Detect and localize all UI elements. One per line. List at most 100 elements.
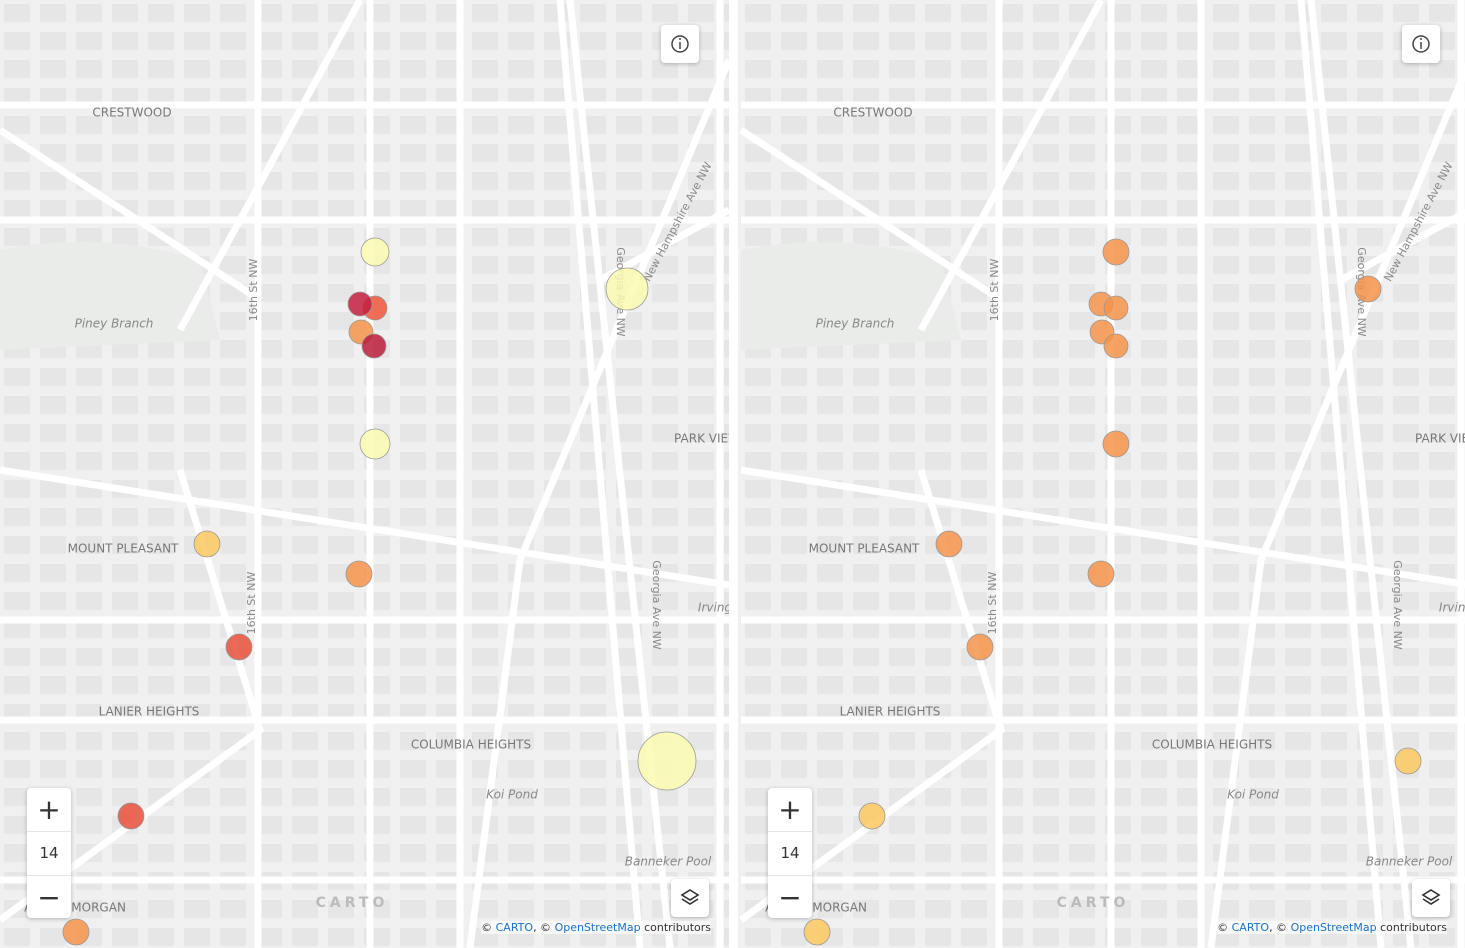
building-block (997, 4, 1023, 22)
building-block (112, 60, 138, 78)
building-block (652, 452, 678, 470)
building-block (220, 564, 246, 582)
building-block (328, 900, 354, 918)
building-block (1069, 620, 1095, 638)
building-block (400, 732, 426, 750)
building-block (112, 536, 138, 554)
building-block (112, 4, 138, 22)
building-block (997, 844, 1023, 862)
building-block (1033, 368, 1059, 386)
building-block (40, 228, 66, 246)
info-icon (1412, 35, 1430, 53)
building-block (4, 760, 30, 778)
building-block (745, 368, 771, 386)
building-block (745, 172, 771, 190)
building-block (1069, 60, 1095, 78)
building-block (781, 928, 807, 946)
osm-link[interactable]: OpenStreetMap (1290, 921, 1377, 934)
building-block (220, 312, 246, 330)
building-block (1213, 564, 1239, 582)
building-block (781, 592, 807, 610)
attribution-suffix: contributors (1380, 921, 1447, 934)
place-label: 16th St NW (245, 572, 258, 635)
building-block (889, 116, 915, 134)
zoom-in-button[interactable]: + (37, 793, 61, 826)
building-block (1177, 900, 1203, 918)
building-block (472, 228, 498, 246)
building-block (328, 760, 354, 778)
building-block (1249, 396, 1275, 414)
building-block (724, 564, 729, 582)
building-block (1033, 424, 1059, 442)
place-label: Piney Branch (816, 317, 895, 331)
building-block (40, 452, 66, 470)
building-block (292, 900, 318, 918)
building-block (112, 116, 138, 134)
building-block (508, 4, 534, 22)
building-block (220, 340, 246, 358)
building-block (1069, 900, 1095, 918)
building-block (1177, 172, 1203, 190)
building-block (436, 928, 462, 946)
building-block (292, 144, 318, 162)
building-block (508, 396, 534, 414)
building-block (112, 228, 138, 246)
building-block (544, 508, 570, 526)
place-label: Piney Branch (75, 317, 154, 331)
building-block (328, 340, 354, 358)
building-block (292, 116, 318, 134)
building-block (40, 32, 66, 50)
info-button[interactable] (661, 25, 699, 63)
building-block (1429, 508, 1455, 526)
zoom-out-button[interactable]: − (778, 881, 802, 914)
building-block (220, 760, 246, 778)
zoom-in-button[interactable]: + (778, 793, 802, 826)
building-block (544, 4, 570, 22)
building-block (1033, 256, 1059, 274)
building-block (1321, 844, 1347, 862)
building-block (1393, 172, 1419, 190)
building-block (925, 32, 951, 50)
building-block (148, 396, 174, 414)
building-block (688, 816, 714, 834)
building-block (997, 620, 1023, 638)
road (1339, 208, 1465, 284)
building-block (1285, 788, 1311, 806)
building-block (1141, 620, 1167, 638)
building-block (1321, 732, 1347, 750)
carto-link[interactable]: CARTO (495, 921, 534, 934)
building-block (220, 928, 246, 946)
info-button[interactable] (1402, 25, 1440, 63)
building-block (256, 228, 282, 246)
building-block (4, 844, 30, 862)
building-block (292, 844, 318, 862)
building-block (436, 340, 462, 358)
building-block (256, 32, 282, 50)
building-block (184, 844, 210, 862)
building-block (472, 424, 498, 442)
building-block (40, 928, 66, 946)
road (917, 0, 1105, 332)
osm-link[interactable]: OpenStreetMap (554, 921, 641, 934)
building-block (544, 424, 570, 442)
building-block (76, 760, 102, 778)
building-block (853, 508, 879, 526)
zoom-out-button[interactable]: − (37, 881, 61, 914)
layers-button[interactable] (671, 879, 709, 917)
building-block (616, 340, 642, 358)
building-block (925, 564, 951, 582)
building-block (544, 144, 570, 162)
building-block (1033, 536, 1059, 554)
carto-link[interactable]: CARTO (1231, 921, 1270, 934)
building-block (1177, 480, 1203, 498)
building-block (997, 788, 1023, 806)
building-block (1357, 592, 1383, 610)
building-block (1069, 396, 1095, 414)
building-block (508, 312, 534, 330)
layers-button[interactable] (1412, 879, 1450, 917)
building-block (652, 284, 678, 302)
building-block (781, 60, 807, 78)
building-block (1213, 396, 1239, 414)
building-block (292, 620, 318, 638)
building-block (1033, 228, 1059, 246)
